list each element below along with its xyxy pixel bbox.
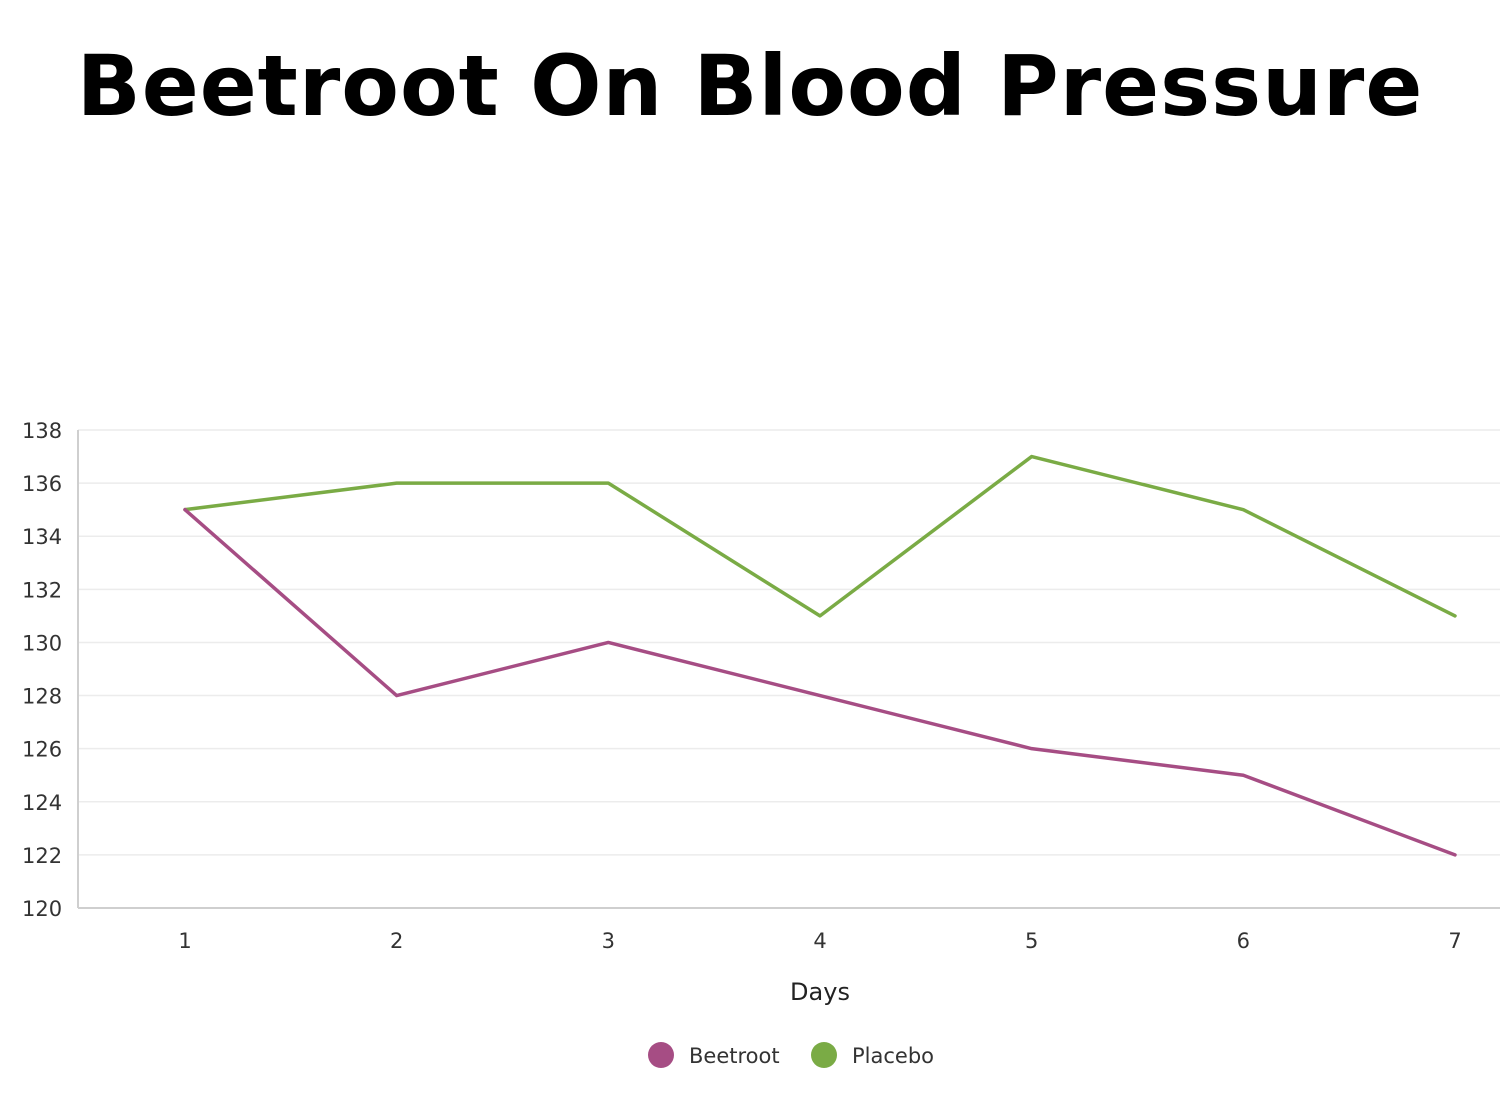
- y-tick-label: 126: [22, 738, 62, 762]
- legend-label-beetroot: Beetroot: [689, 1044, 780, 1068]
- y-tick-label: 120: [22, 897, 62, 921]
- legend-marker-beetroot: [648, 1042, 674, 1068]
- x-axis-title: Days: [790, 978, 850, 1006]
- x-tick-label: 6: [1237, 929, 1250, 953]
- legend-label-placebo: Placebo: [852, 1044, 934, 1068]
- gridlines: [78, 429, 1500, 856]
- legend-marker-placebo: [811, 1042, 837, 1068]
- y-tick-label: 136: [22, 472, 62, 496]
- y-tick-label: 124: [22, 791, 62, 815]
- y-tick-label: 130: [22, 631, 62, 655]
- x-tick-labels: 1 2 3 4 5 6 7: [178, 929, 1461, 953]
- y-tick-label: 138: [22, 419, 62, 443]
- y-tick-label: 132: [22, 578, 62, 602]
- y-tick-label: 128: [22, 685, 62, 709]
- series-line-placebo: [183, 454, 1457, 618]
- y-tick-labels: 120 122 124 126 128 130 132 134 136 138: [22, 419, 62, 921]
- x-tick-label: 5: [1025, 929, 1038, 953]
- x-tick-label: 2: [390, 929, 403, 953]
- series-line-beetroot: [183, 507, 1457, 857]
- chart-title: Beetroot On Blood Pressure: [76, 37, 1424, 135]
- x-tick-label: 4: [813, 929, 826, 953]
- x-tick-label: 3: [602, 929, 615, 953]
- x-tick-label: 1: [178, 929, 191, 953]
- x-tick-label: 7: [1448, 929, 1461, 953]
- series-lines: [183, 454, 1457, 857]
- axes: [77, 430, 1500, 909]
- y-tick-label: 134: [22, 525, 62, 549]
- legend: Beetroot Placebo: [648, 1042, 934, 1068]
- y-tick-label: 122: [22, 844, 62, 868]
